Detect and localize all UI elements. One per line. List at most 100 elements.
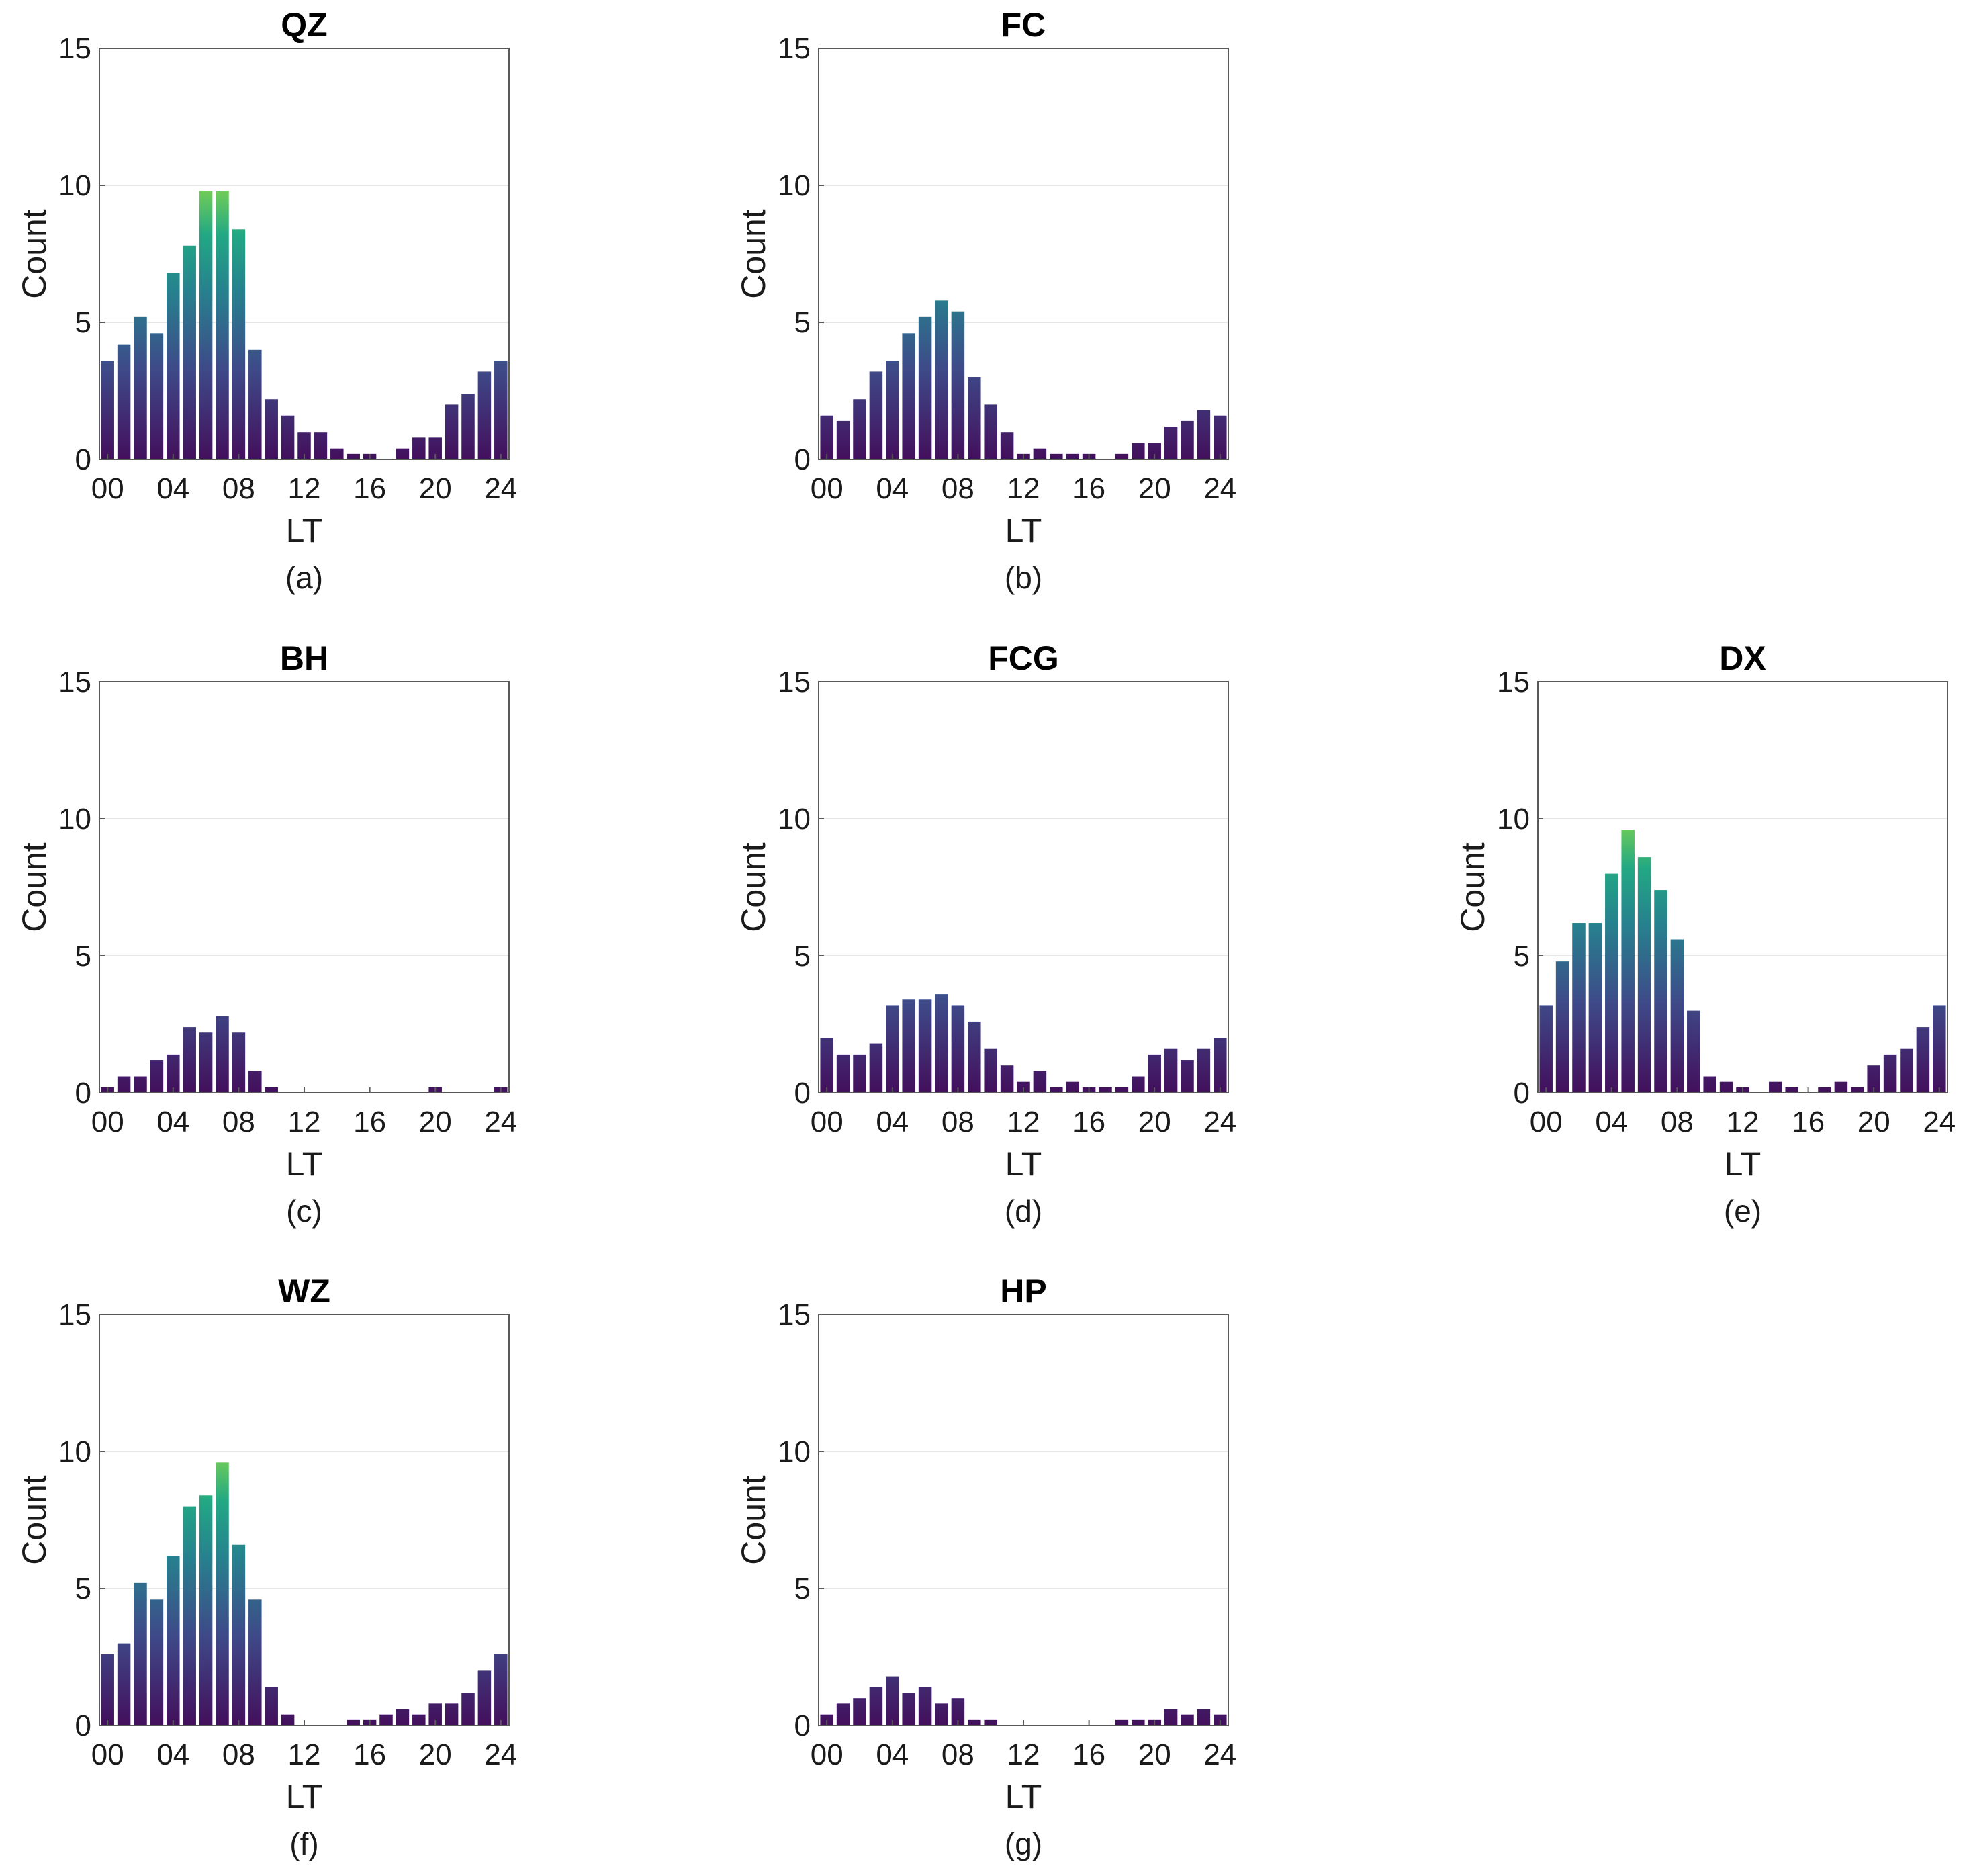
panel-title: DX [1719,639,1766,677]
x-tick-label: 08 [222,1106,255,1138]
x-tick-label: 08 [222,1738,255,1771]
x-tick-label: 12 [1727,1106,1759,1138]
bar-fcg-11 [1000,1065,1014,1093]
bar-hp-10 [984,1719,997,1726]
y-tick-label: 5 [75,1572,91,1605]
x-tick-label: 24 [1923,1106,1956,1138]
bar-fcg-7 [935,994,948,1093]
bar-fc-14 [1050,453,1063,459]
bar-hp-6 [918,1687,932,1726]
panel-wz: 0 5 10 15 00 04 08 12 16 20 24 WZ LT (f) Count [15,1272,517,1861]
panel-title: QZ [281,6,327,44]
bar-dx-1 [1555,961,1569,1093]
bar-dx-23 [1916,1027,1930,1093]
axes-frame [818,681,1229,1093]
bar-wz-15 [347,1719,360,1726]
bar-fc-15 [1066,453,1079,459]
bar-wz-2 [134,1582,147,1726]
bar-fcg-1 [836,1054,850,1093]
x-tick-label: 08 [942,1106,974,1138]
bar-qz-7 [216,191,229,459]
bar-wz-17 [379,1714,393,1726]
y-tick-label: 0 [75,443,91,476]
panel-qz: 0 5 10 15 00 04 08 12 16 20 24 QZ LT (a) Count [15,6,517,595]
x-tick-label: 00 [811,1738,843,1771]
bar-fc-4 [886,361,899,459]
panel-caption: (c) [286,1194,322,1229]
x-axis-label: LT [1005,512,1042,549]
bar-qz-10 [265,399,278,459]
x-tick-label: 24 [1203,472,1236,505]
panel-caption: (d) [1005,1194,1042,1229]
y-tick-label: 10 [58,803,91,836]
bar-fc-9 [968,377,981,459]
bar-fcg-19 [1132,1076,1145,1093]
x-tick-label: 00 [1530,1106,1563,1138]
bar-dx-11 [1719,1081,1733,1093]
bar-hp-5 [902,1693,915,1726]
bar-fc-0 [820,415,833,459]
bar-fc-3 [869,371,883,459]
x-tick-label: 08 [1661,1106,1694,1138]
bar-qz-24 [494,361,508,459]
bar-fc-13 [1033,448,1047,459]
bar-hp-0 [820,1714,833,1726]
bar-fcg-24 [1214,1038,1227,1093]
x-tick-label: 20 [419,1106,452,1138]
x-tick-label: 16 [353,472,386,505]
bar-wz-21 [445,1703,459,1726]
bar-hp-7 [935,1703,948,1726]
bar-fcg-8 [951,1005,965,1093]
bar-qz-8 [232,229,246,459]
x-tick-label: 24 [1203,1106,1236,1138]
bar-wz-6 [199,1495,213,1726]
x-tick-label: 20 [1138,1738,1171,1771]
bar-dx-4 [1605,873,1618,1093]
bar-qz-22 [461,394,475,459]
panel-hp: 0 5 10 15 00 04 08 12 16 20 24 HP LT (g) Count [735,1272,1236,1861]
y-tick-label: 0 [794,1709,811,1742]
bar-bh-9 [248,1071,262,1093]
bar-qz-6 [199,191,213,459]
bar-dx-6 [1637,857,1651,1093]
x-tick-label: 20 [1138,1106,1171,1138]
bar-dx-10 [1703,1076,1716,1093]
x-tick-label: 04 [876,472,909,505]
bar-qz-20 [428,437,442,459]
y-tick-label: 15 [1497,666,1530,699]
panel-caption: (b) [1005,560,1042,595]
bar-fc-6 [918,316,932,459]
x-tick-label: 12 [288,472,321,505]
x-tick-label: 12 [1007,472,1040,505]
x-tick-label: 00 [811,1106,843,1138]
panel-title: HP [1000,1272,1046,1310]
bar-hp-23 [1197,1709,1211,1726]
bar-dx-5 [1621,830,1635,1093]
bar-hp-18 [1115,1719,1129,1726]
x-tick-label: 00 [91,472,124,505]
bar-dx-0 [1539,1005,1553,1093]
bar-hp-24 [1214,1714,1227,1726]
y-tick-label: 10 [778,169,811,202]
y-tick-label: 10 [1497,803,1530,836]
bar-qz-3 [150,333,164,459]
y-axis-label: Count [735,1475,772,1565]
bar-fc-2 [853,399,866,459]
bar-wz-19 [412,1714,426,1726]
y-tick-label: 15 [58,666,91,699]
x-tick-label: 16 [353,1106,386,1138]
bar-hp-4 [886,1676,899,1726]
y-tick-label: 0 [75,1077,91,1110]
panel-fcg: 0 5 10 15 00 04 08 12 16 20 24 FCG LT (d) Count [735,639,1236,1229]
bar-fc-10 [984,404,997,459]
bar-qz-23 [477,371,492,459]
bar-wz-4 [167,1556,180,1726]
y-tick-label: 0 [75,1709,91,1742]
y-axis-label: Count [735,842,772,932]
bar-dx-24 [1933,1005,1946,1093]
panel-title: WZ [278,1272,330,1310]
bar-qz-0 [101,361,114,459]
x-tick-label: 00 [91,1738,124,1771]
bar-wz-23 [477,1670,492,1726]
